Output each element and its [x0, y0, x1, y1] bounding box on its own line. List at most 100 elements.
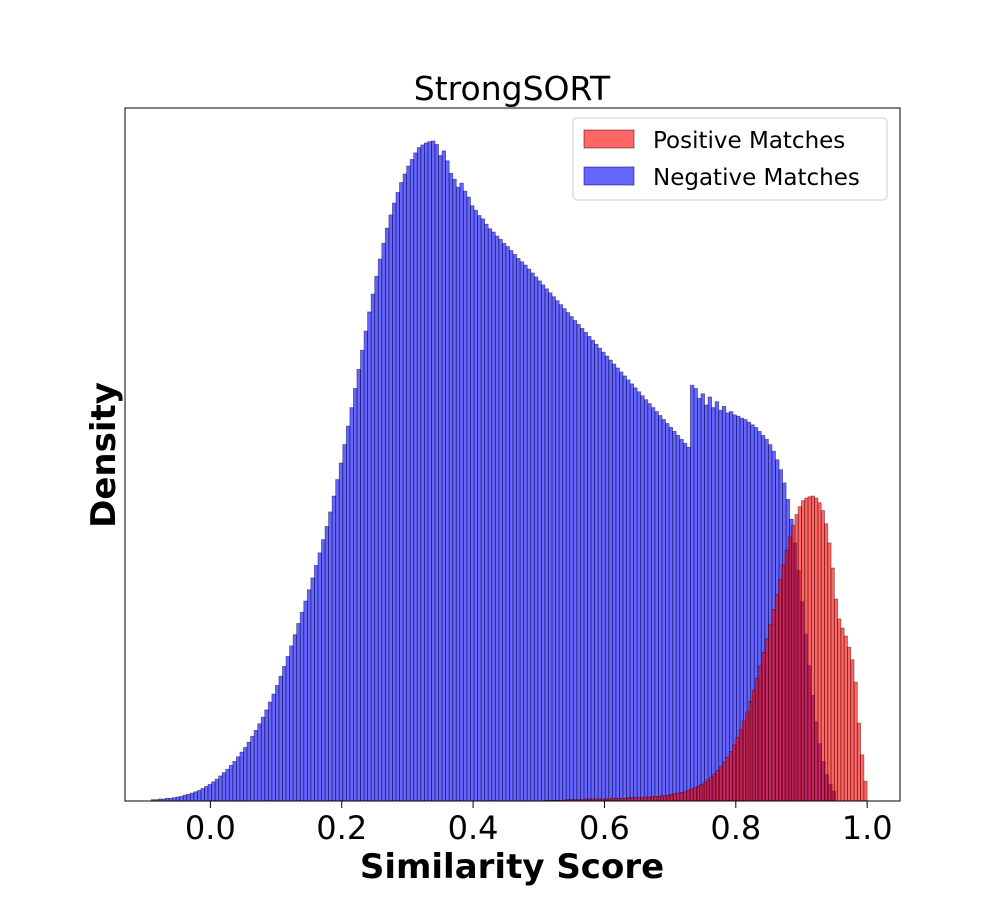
negative-matches-bar: [367, 311, 372, 802]
negative-matches-bar: [470, 205, 475, 802]
negative-matches-bar: [214, 778, 220, 802]
negative-matches-bar: [512, 254, 517, 802]
negative-matches-bar: [289, 645, 294, 802]
positive-matches-bar: [774, 594, 779, 802]
positive-matches-bar: [843, 635, 848, 802]
positive-matches-bar: [666, 794, 671, 802]
negative-matches-bar: [363, 330, 369, 802]
negative-matches-bar: [693, 388, 698, 802]
negative-matches-bar: [455, 186, 461, 802]
legend-label-negative: Negative Matches: [653, 165, 860, 191]
negative-matches-bar: [711, 407, 716, 802]
negative-matches-bar: [353, 388, 358, 802]
negative-matches-bar: [533, 276, 539, 802]
legend-box: [572, 117, 888, 201]
negative-matches-bar: [274, 685, 280, 802]
positive-matches-bar: [673, 793, 678, 802]
legend-swatch-positive: [583, 129, 635, 149]
negative-matches-bar: [643, 399, 649, 802]
negative-matches-bar: [480, 218, 486, 802]
negative-matches-bar: [583, 331, 588, 802]
x-tick-label: 0.0: [185, 809, 236, 847]
positive-matches-bar: [764, 638, 770, 802]
negative-matches-bar: [314, 564, 319, 802]
negative-matches-bar: [374, 275, 379, 802]
negative-matches-bar: [267, 701, 273, 802]
negative-matches-bar: [587, 335, 592, 802]
negative-matches-bar: [707, 396, 713, 802]
negative-matches-bar: [423, 142, 429, 802]
positive-matches-bar: [692, 787, 697, 802]
negative-matches-bar: [392, 202, 397, 802]
positive-matches-bar: [741, 720, 747, 802]
negative-matches-bar: [445, 160, 450, 802]
negative-matches-bar: [498, 238, 503, 802]
positive-matches-bar: [810, 495, 816, 802]
positive-matches-bar: [751, 689, 756, 802]
negative-matches-bar: [285, 656, 290, 802]
negative-matches-bar: [558, 304, 564, 802]
positive-matches-bar: [807, 496, 812, 802]
positive-matches-bar: [771, 609, 776, 802]
negative-matches-bar: [526, 268, 532, 802]
positive-matches-bar: [804, 497, 809, 802]
negative-matches-bar: [186, 794, 191, 802]
positive-matches-bar: [728, 751, 733, 802]
negative-matches-bar: [487, 228, 493, 802]
negative-matches-bar: [292, 634, 298, 802]
negative-matches-bar: [434, 143, 439, 802]
negative-matches-bar: [431, 140, 436, 802]
negative-matches-bar: [406, 165, 411, 802]
positive-matches-bar: [732, 744, 737, 802]
negative-matches-bar: [448, 172, 454, 802]
negative-matches-bar: [204, 786, 209, 802]
positive-matches-bar: [814, 497, 819, 802]
negative-matches-bar: [689, 384, 695, 802]
positive-matches-bar: [837, 618, 842, 802]
negative-matches-bar: [264, 709, 269, 802]
negative-matches-bar: [459, 182, 464, 802]
positive-matches-bar: [755, 677, 760, 802]
negative-matches-bar: [700, 393, 705, 802]
negative-matches-bar: [647, 403, 652, 802]
negative-matches-bar: [654, 411, 659, 802]
positive-matches-bar: [699, 784, 704, 802]
positive-matches-bar: [833, 598, 839, 802]
negative-matches-bar: [317, 552, 322, 802]
positive-matches-bar: [682, 791, 687, 802]
y-axis-label: Density: [84, 382, 124, 528]
positive-matches-bar: [768, 623, 773, 802]
positive-matches-bar: [847, 646, 852, 802]
negative-matches-bar: [225, 768, 230, 802]
negative-matches-bar: [697, 397, 702, 802]
legend-label-positive: Positive Matches: [653, 128, 845, 154]
positive-matches-bar: [850, 659, 855, 802]
negative-matches-bar: [686, 446, 691, 802]
negative-matches-bar: [296, 623, 301, 802]
negative-matches-bar: [569, 316, 574, 802]
negative-matches-bar: [232, 761, 237, 802]
negative-matches-bar: [491, 231, 496, 802]
positive-matches-bar: [705, 779, 710, 802]
negative-matches-bar: [420, 144, 425, 802]
negative-matches-bar: [235, 756, 241, 802]
negative-matches-bar: [310, 577, 315, 802]
positive-matches-bar: [863, 780, 868, 802]
negative-matches-bar: [718, 409, 723, 802]
negative-matches-bar: [608, 359, 613, 802]
negative-matches-bar: [182, 794, 188, 802]
negative-matches-bar: [597, 347, 603, 802]
positive-matches-bar: [689, 788, 694, 802]
plot-frame: [124, 107, 901, 802]
negative-matches-bar: [555, 300, 560, 802]
positive-matches-bar: [725, 757, 730, 802]
negative-matches-bar: [218, 775, 223, 802]
negative-matches-bar: [594, 343, 599, 802]
positive-matches-bar: [686, 790, 691, 802]
positive-matches-bar: [722, 761, 727, 802]
negative-matches-bar: [615, 367, 620, 802]
negative-matches-bar: [675, 434, 681, 802]
negative-matches-bar: [409, 159, 415, 802]
positive-matches-bar: [794, 514, 799, 802]
negative-matches-bar: [243, 747, 248, 802]
